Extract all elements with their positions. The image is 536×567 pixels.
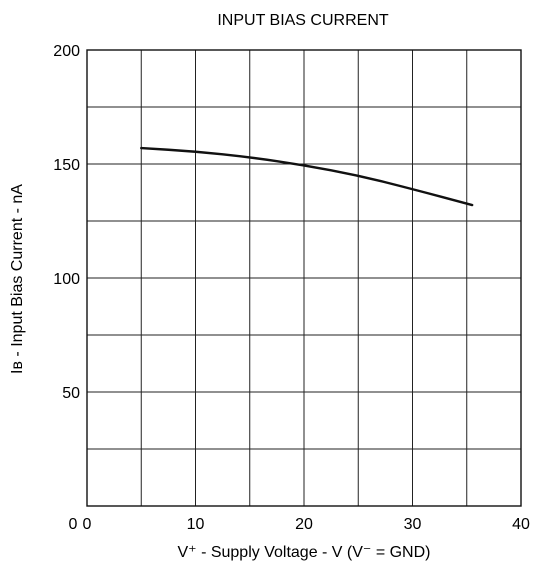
y-tick-labels: 0 50 100 150 200	[53, 43, 80, 533]
x-tick-label: 40	[512, 516, 530, 533]
y-tick-label: 50	[62, 385, 80, 402]
series-layer	[140, 146, 474, 207]
plot-frame	[86, 49, 522, 507]
chart-title: INPUT BIAS CURRENT	[217, 12, 389, 29]
y-tick-label: 100	[53, 271, 80, 288]
x-axis-label: V⁺ - Supply Voltage - V (V⁻ = GND)	[178, 544, 431, 561]
grid-lines	[87, 50, 521, 506]
x-tick-label: 0	[83, 516, 92, 533]
y-tick-label: 200	[53, 43, 80, 60]
y-axis-label: Iʙ - Input Bias Current - nA	[9, 184, 26, 374]
y-tick-label: 0	[69, 516, 78, 533]
x-tick-label: 30	[404, 516, 422, 533]
y-tick-label: 150	[53, 157, 80, 174]
x-tick-labels: 0 10 20 30 40	[83, 516, 530, 533]
x-tick-label: 10	[187, 516, 205, 533]
series-line	[140, 146, 474, 207]
x-tick-label: 20	[295, 516, 313, 533]
